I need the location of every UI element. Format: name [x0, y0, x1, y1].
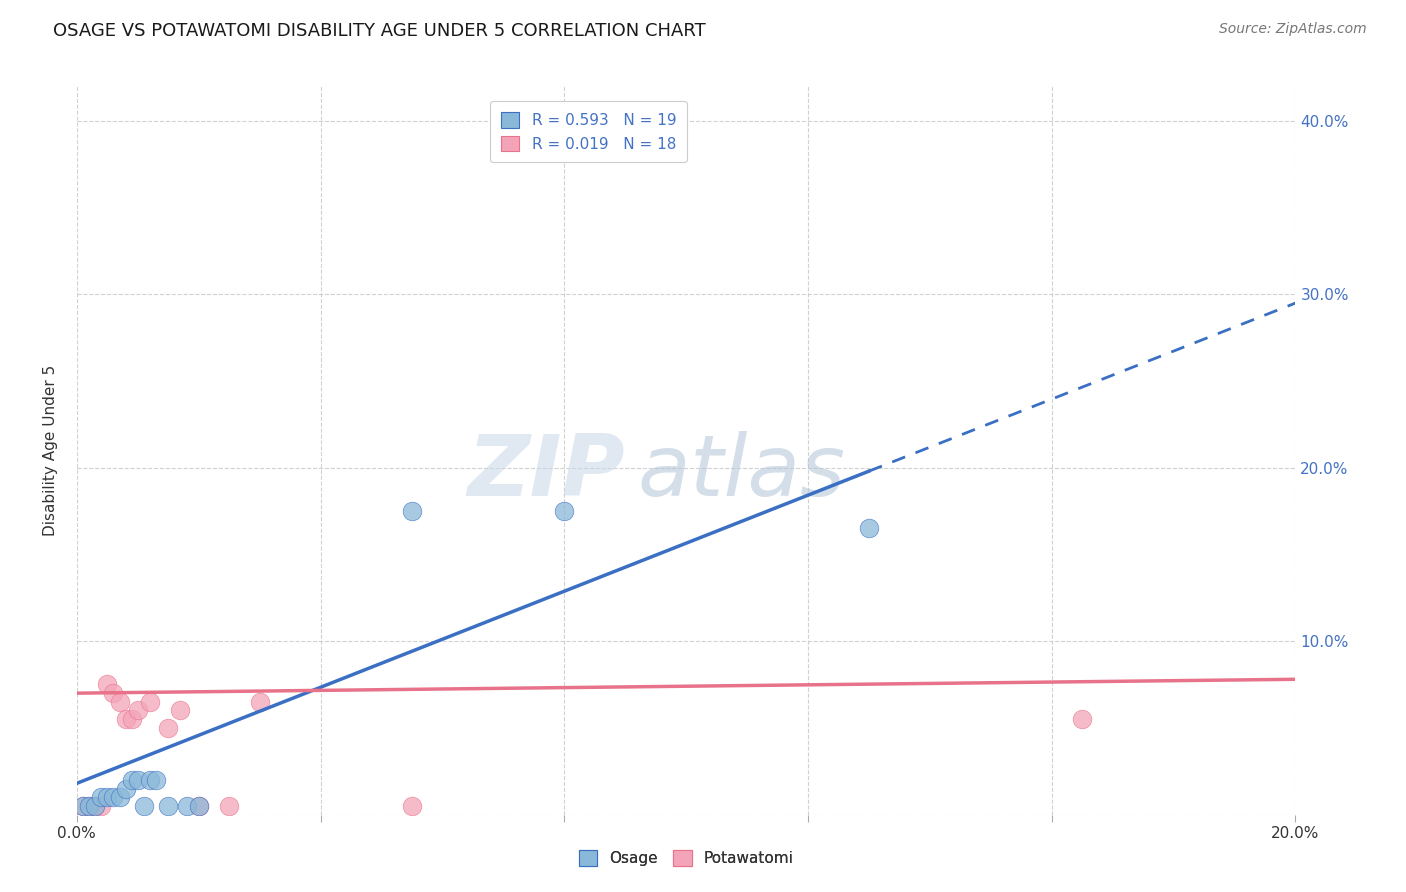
Point: [114, 712, 136, 726]
Point: [139, 695, 162, 709]
Text: atlas: atlas: [637, 431, 845, 514]
Point: [249, 695, 271, 709]
Point: [127, 704, 149, 718]
Point: [121, 772, 143, 787]
Point: [77, 798, 100, 813]
Text: OSAGE VS POTAWATOMI DISABILITY AGE UNDER 5 CORRELATION CHART: OSAGE VS POTAWATOMI DISABILITY AGE UNDER…: [53, 22, 706, 40]
Point: [90, 790, 112, 805]
Point: [114, 781, 136, 796]
Point: [1071, 712, 1094, 726]
Point: [72, 798, 94, 813]
Point: [218, 798, 240, 813]
Point: [72, 798, 94, 813]
Point: [103, 686, 125, 700]
Point: [157, 721, 180, 735]
Point: [145, 772, 167, 787]
Point: [187, 798, 209, 813]
Text: ZIP: ZIP: [468, 431, 626, 514]
Point: [139, 772, 162, 787]
Point: [84, 798, 107, 813]
Point: [108, 695, 131, 709]
Point: [157, 798, 180, 813]
Point: [858, 521, 880, 535]
Point: [96, 677, 118, 691]
Point: [96, 790, 118, 805]
Point: [553, 504, 575, 518]
Point: [132, 798, 155, 813]
Point: [121, 712, 143, 726]
Text: Source: ZipAtlas.com: Source: ZipAtlas.com: [1219, 22, 1367, 37]
Y-axis label: Disability Age Under 5: Disability Age Under 5: [44, 365, 58, 536]
Point: [401, 504, 423, 518]
Point: [176, 798, 198, 813]
Point: [108, 790, 131, 805]
Point: [187, 798, 209, 813]
Point: [84, 798, 107, 813]
Legend: Osage, Potawatomi: Osage, Potawatomi: [572, 844, 800, 872]
Point: [401, 798, 423, 813]
Point: [169, 704, 191, 718]
Point: [103, 790, 125, 805]
Point: [127, 772, 149, 787]
Point: [90, 798, 112, 813]
Point: [77, 798, 100, 813]
